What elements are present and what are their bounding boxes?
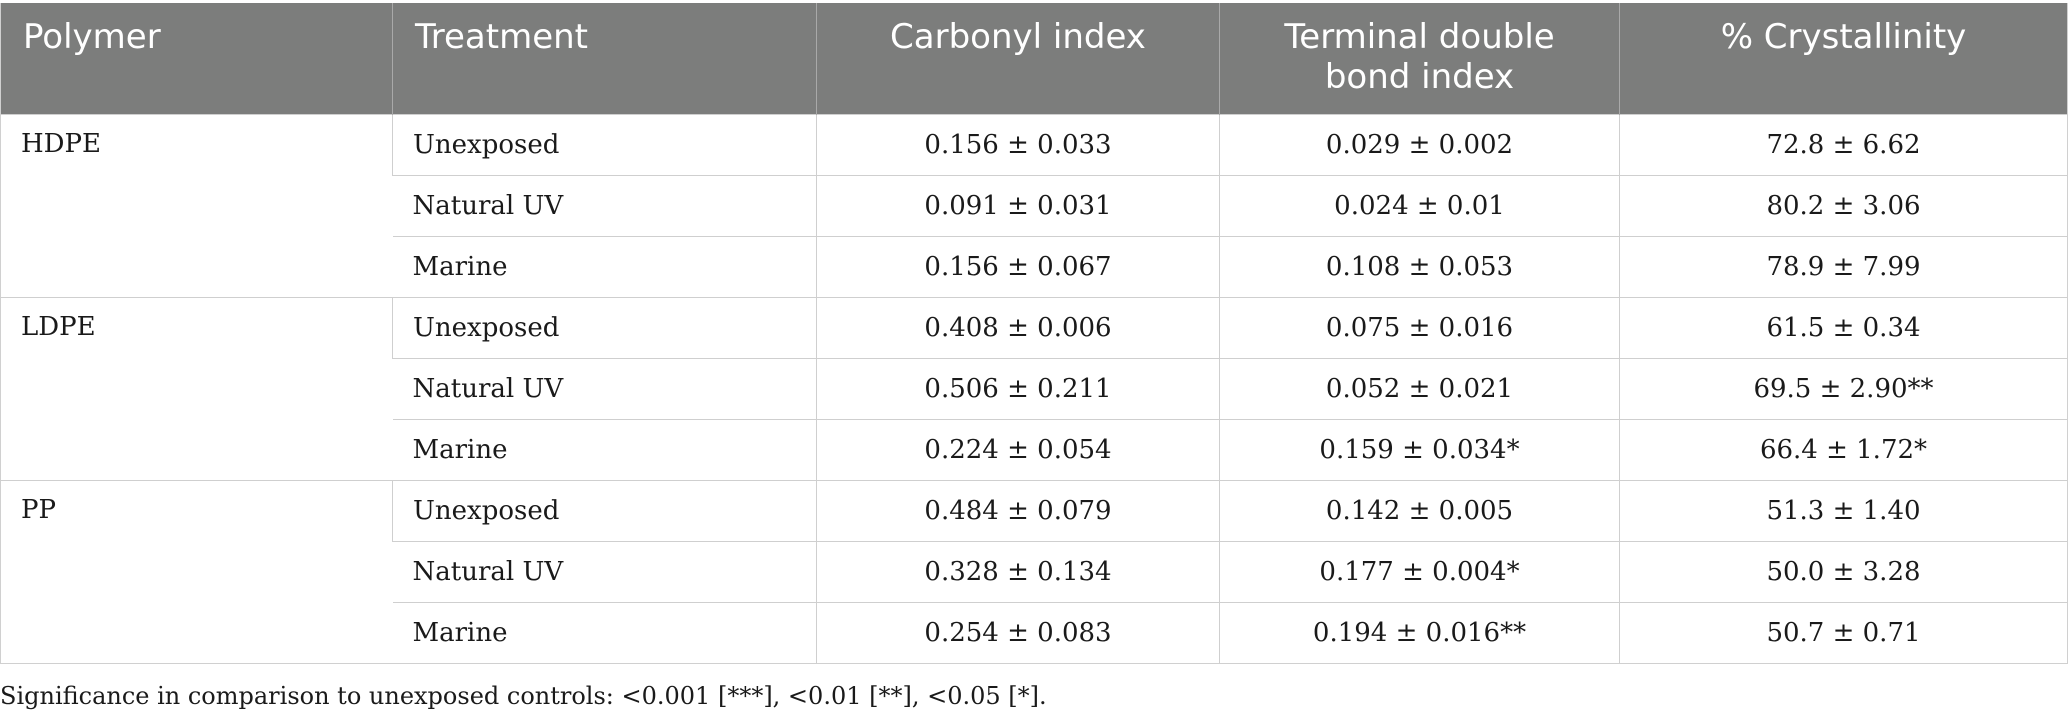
treatment-cell: Unexposed [392, 296, 817, 358]
treatment-cell: Natural UV [392, 540, 817, 602]
carbonyl-cell: 0.408 ± 0.006 [816, 296, 1220, 358]
header-terminal-double-bond-index: Terminal double bond index [1219, 3, 1620, 114]
crystallinity-cell: 61.5 ± 0.34 [1619, 296, 2068, 358]
treatment-cell: Natural UV [392, 357, 817, 419]
terminal-cell: 0.075 ± 0.016 [1219, 296, 1620, 358]
polymer-cell-hdpe: HDPE [0, 113, 393, 297]
table-row: PP Unexposed 0.484 ± 0.079 0.142 ± 0.005… [0, 479, 2068, 663]
header-row: Polymer Treatment Carbonyl index Termina… [0, 3, 2068, 114]
terminal-cell: 0.024 ± 0.01 [1219, 174, 1620, 236]
crystallinity-cell: 50.0 ± 3.28 [1619, 540, 2068, 602]
treatment-cell: Marine [392, 235, 817, 297]
table-row: LDPE Unexposed 0.408 ± 0.006 0.075 ± 0.0… [0, 296, 2068, 480]
terminal-cell: 0.177 ± 0.004* [1219, 540, 1620, 602]
terminal-cell: 0.029 ± 0.002 [1219, 113, 1620, 175]
table-row: Marine 0.156 ± 0.067 0.108 ± 0.053 78.9 … [1, 235, 2068, 297]
treatment-cell: Unexposed [392, 113, 817, 175]
header-terminal-line2: bond index [1324, 57, 1515, 97]
header-carbonyl-index: Carbonyl index [816, 3, 1220, 114]
crystallinity-cell: 51.3 ± 1.40 [1619, 479, 2068, 541]
terminal-cell: 0.108 ± 0.053 [1219, 235, 1620, 297]
header-treatment: Treatment [392, 3, 817, 114]
treatment-cell: Marine [392, 418, 817, 480]
carbonyl-cell: 0.506 ± 0.211 [816, 357, 1220, 419]
terminal-cell: 0.052 ± 0.021 [1219, 357, 1620, 419]
table-body: HDPE Unexposed 0.156 ± 0.033 0.029 ± 0.0… [0, 113, 2068, 663]
table-row: HDPE Unexposed 0.156 ± 0.033 0.029 ± 0.0… [0, 113, 2068, 297]
carbonyl-cell: 0.156 ± 0.033 [816, 113, 1220, 175]
carbonyl-cell: 0.091 ± 0.031 [816, 174, 1220, 236]
table-row: Natural UV 0.506 ± 0.211 0.052 ± 0.021 6… [1, 357, 2068, 419]
crystallinity-cell: 66.4 ± 1.72* [1619, 418, 2068, 480]
header-terminal-line1: Terminal double [1284, 17, 1555, 57]
table-row: Natural UV 0.328 ± 0.134 0.177 ± 0.004* … [1, 540, 2068, 602]
treatment-cell: Unexposed [392, 479, 817, 541]
table-row: Natural UV 0.091 ± 0.031 0.024 ± 0.01 80… [1, 174, 2068, 236]
crystallinity-cell: 80.2 ± 3.06 [1619, 174, 2068, 236]
polymer-cell-ldpe: LDPE [0, 296, 393, 480]
table-row: Marine 0.254 ± 0.083 0.194 ± 0.016** 50.… [1, 601, 2068, 663]
treatment-cell: Natural UV [392, 174, 817, 236]
carbonyl-cell: 0.484 ± 0.079 [816, 479, 1220, 541]
crystallinity-cell: 69.5 ± 2.90** [1619, 357, 2068, 419]
crystallinity-cell: 72.8 ± 6.62 [1619, 113, 2068, 175]
polymer-properties-table: Polymer Treatment Carbonyl index Termina… [0, 3, 2068, 664]
carbonyl-cell: 0.224 ± 0.054 [816, 418, 1220, 480]
table-row: Marine 0.224 ± 0.054 0.159 ± 0.034* 66.4… [1, 418, 2068, 480]
header-polymer: Polymer [0, 3, 393, 114]
polymer-cell-pp: PP [0, 479, 393, 663]
terminal-cell: 0.159 ± 0.034* [1219, 418, 1620, 480]
table-footnote: Significance in comparison to unexposed … [0, 682, 1047, 710]
data-table-container: Polymer Treatment Carbonyl index Termina… [0, 3, 2068, 664]
table-header: Polymer Treatment Carbonyl index Termina… [0, 3, 2068, 114]
carbonyl-cell: 0.254 ± 0.083 [816, 601, 1220, 663]
terminal-cell: 0.194 ± 0.016** [1219, 601, 1620, 663]
crystallinity-cell: 50.7 ± 0.71 [1619, 601, 2068, 663]
carbonyl-cell: 0.156 ± 0.067 [816, 235, 1220, 297]
terminal-cell: 0.142 ± 0.005 [1219, 479, 1620, 541]
carbonyl-cell: 0.328 ± 0.134 [816, 540, 1220, 602]
treatment-cell: Marine [392, 601, 817, 663]
crystallinity-cell: 78.9 ± 7.99 [1619, 235, 2068, 297]
header-crystallinity: % Crystallinity [1619, 3, 2068, 114]
